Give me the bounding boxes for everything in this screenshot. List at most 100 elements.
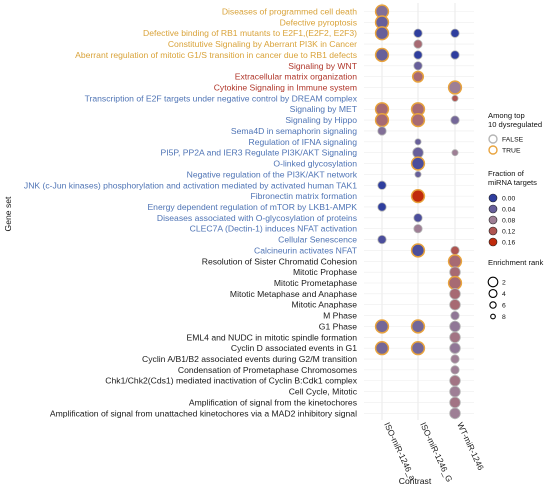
legend-label: 2: [502, 279, 506, 286]
data-point: [374, 47, 390, 63]
y-tick-label: Cyclin D associated events in G1: [231, 343, 357, 353]
x-tick-label: ISO-miR-1246_G: [418, 421, 454, 484]
y-tick-label: Calcineurin activates NFAT: [254, 245, 358, 255]
data-point: [449, 385, 461, 398]
data-point: [450, 354, 460, 364]
legend-swatch: [488, 237, 498, 247]
data-point: [449, 407, 461, 420]
data-point: [447, 80, 463, 95]
y-tick-label: Diseases of programmed cell death: [222, 7, 357, 17]
legend-title: Fraction of: [488, 169, 525, 178]
data-point: [449, 375, 461, 387]
data-point: [413, 61, 423, 71]
y-axis-title: Gene set: [3, 196, 13, 231]
x-tick-label: WT-miR-1246: [455, 421, 486, 472]
y-tick-label: Negative regulation of the PI3K/AKT netw…: [187, 169, 358, 179]
x-tick-label: ISO-miR-1246_a: [382, 421, 418, 482]
data-point: [413, 39, 423, 49]
y-tick-label: Mitotic Metaphase and Anaphase: [230, 289, 357, 299]
data-points: [374, 4, 463, 420]
y-tick-label: Chk1/Chk2(Cds1) mediated inactivation of…: [105, 376, 357, 386]
y-tick-label: Sema4D in semaphorin signaling: [231, 126, 357, 136]
y-tick-label: Regulation of IFNA signaling: [249, 137, 358, 147]
data-point: [413, 28, 423, 38]
y-tick-label: Mitotic Anaphase: [292, 300, 358, 310]
y-tick-label: Cyclin A/B1/B2 associated events during …: [142, 354, 357, 364]
y-tick-label: Energy dependent regulation of mTOR by L…: [147, 202, 357, 212]
legend-swatch: [488, 145, 498, 155]
legend-label: TRUE: [502, 147, 521, 154]
data-point: [447, 254, 463, 269]
data-point: [414, 138, 422, 146]
y-tick-label: Cellular Senescence: [278, 235, 357, 245]
data-point: [451, 149, 459, 157]
y-tick-label: O-linked glycosylation: [273, 159, 357, 169]
data-point: [450, 245, 460, 256]
data-point: [377, 126, 387, 136]
legend-title: Enrichment rank: [488, 258, 543, 267]
data-point: [450, 50, 460, 60]
data-point: [449, 331, 461, 344]
y-tick-label: Condensation of Prometaphase Chromosomes: [178, 365, 357, 375]
legend-swatch: [489, 301, 497, 309]
legend-title: 10 dysregulated: [488, 120, 542, 129]
data-point: [410, 156, 426, 171]
y-tick-label: Amplification of signal from unattached …: [50, 408, 357, 418]
y-tick-label: M Phase: [323, 311, 357, 321]
data-point: [450, 365, 460, 375]
data-point: [413, 213, 423, 223]
data-point: [410, 243, 426, 258]
y-tick-label: Signaling by WNT: [288, 61, 358, 71]
data-point: [451, 94, 459, 102]
data-point: [413, 50, 423, 60]
data-point: [413, 224, 423, 234]
y-tick-label: Diseases associated with O-glycosylation…: [157, 213, 357, 223]
legend-label: 0.04: [502, 206, 515, 213]
data-point: [449, 320, 461, 333]
legend-label: FALSE: [502, 136, 524, 143]
y-tick-label: Cell Cycle, Mitotic: [289, 387, 358, 397]
y-tick-label: Amplification of signal from the kinetoc…: [189, 397, 357, 407]
data-point: [447, 275, 463, 291]
data-point: [414, 170, 422, 178]
y-tick-label: Resolution of Sister Chromatid Cohesion: [202, 256, 357, 266]
y-tick-label: G1 Phase: [319, 321, 357, 331]
legend-swatch: [487, 276, 499, 288]
data-point: [377, 180, 387, 190]
legend-swatch: [488, 288, 498, 299]
y-tick-label: EML4 and NUDC in mitotic spindle formati…: [186, 332, 357, 342]
data-point: [449, 342, 461, 354]
y-tick-label: PI5P, PP2A and IER3 Regulate PI3K/AKT Si…: [160, 148, 357, 158]
y-tick-label: Transcription of E2F targets under negat…: [85, 93, 358, 103]
y-tick-label: Extracellular matrix organization: [235, 72, 357, 82]
data-point: [374, 319, 390, 334]
legend-swatch: [488, 134, 498, 144]
y-tick-label: Aberrant regulation of mitotic G1/S tran…: [75, 50, 357, 60]
legend-swatch: [488, 193, 498, 203]
legend-label: 8: [502, 314, 506, 321]
data-point: [450, 28, 460, 38]
y-tick-label: CLEC7A (Dectin-1) induces NFAT activatio…: [190, 224, 358, 234]
x-axis-title: Contrast: [399, 476, 432, 486]
y-tick-label: Mitotic Prometaphase: [274, 278, 357, 288]
legend-label: 0.12: [502, 228, 515, 235]
data-point: [410, 112, 426, 128]
data-point: [450, 310, 460, 321]
data-point: [450, 115, 460, 125]
y-tick-label: Fibronectin matrix formation: [250, 191, 357, 201]
legend-label: 4: [502, 291, 506, 298]
data-point: [449, 299, 461, 311]
legend-swatch: [488, 204, 498, 214]
data-point: [374, 341, 390, 356]
y-tick-label: JNK (c-Jun kinases) phosphorylation and …: [24, 180, 357, 190]
y-tick-label: Cytokine Signaling in Immune system: [214, 83, 357, 93]
legend-label: 0.08: [502, 217, 515, 224]
data-point: [449, 396, 461, 409]
y-tick-label: Mitotic Prophase: [293, 267, 357, 277]
legend-swatch: [488, 226, 498, 236]
data-point: [411, 70, 425, 83]
legend-label: 0.00: [502, 195, 515, 202]
legend-title: miRNA targets: [488, 178, 537, 187]
y-tick-label: Constitutive Signaling by Aberrant PI3K …: [168, 39, 357, 49]
